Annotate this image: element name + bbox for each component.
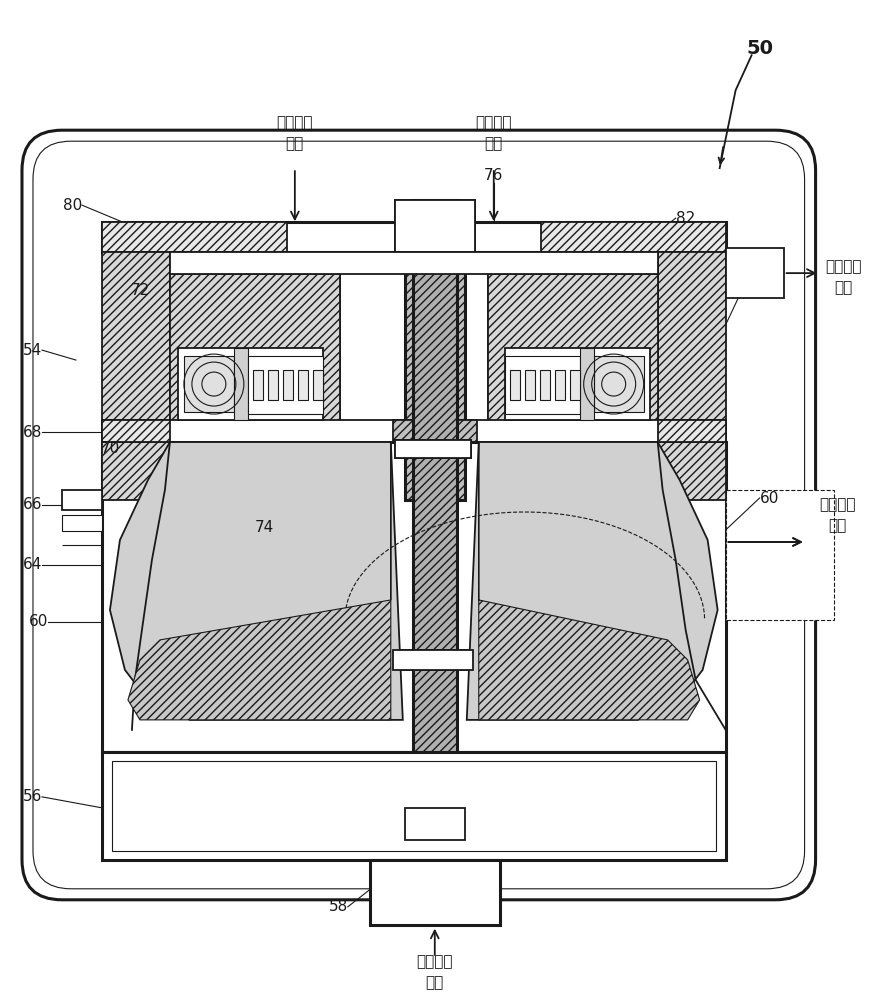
Bar [412, 200, 456, 840]
Text: 50: 50 [746, 39, 773, 58]
Text: 冷却空气
离开: 冷却空气 离开 [825, 259, 861, 295]
Bar [234, 348, 248, 420]
Text: 冷却空气
进入: 冷却空气 进入 [475, 115, 512, 151]
Bar [177, 348, 322, 420]
Bar [268, 370, 277, 400]
Bar [253, 370, 262, 400]
Bar [102, 420, 725, 442]
Text: 58: 58 [328, 899, 348, 914]
Text: 74: 74 [255, 520, 274, 535]
Bar [369, 860, 499, 925]
Bar [62, 490, 102, 510]
Polygon shape [467, 442, 717, 720]
Bar [488, 274, 657, 430]
Text: 工作空气
进入: 工作空气 进入 [416, 954, 453, 990]
Bar [169, 274, 340, 430]
Text: 80: 80 [63, 198, 82, 213]
Bar [524, 370, 534, 400]
Bar [541, 222, 725, 252]
Text: 70: 70 [101, 441, 120, 456]
Bar [62, 515, 102, 531]
Bar [725, 490, 833, 620]
Polygon shape [128, 442, 390, 720]
Text: 54: 54 [23, 343, 42, 358]
Bar [404, 252, 464, 500]
Bar [169, 252, 240, 274]
Bar [102, 222, 725, 252]
Bar [392, 420, 476, 442]
Bar [102, 752, 725, 860]
Text: 76: 76 [483, 168, 503, 183]
Text: 72: 72 [130, 283, 149, 298]
Bar [404, 808, 464, 840]
Bar [102, 222, 287, 252]
Bar [392, 650, 472, 670]
Bar [395, 200, 474, 252]
Bar [509, 370, 519, 400]
Bar [395, 200, 474, 252]
Bar [112, 761, 715, 851]
Text: 60: 60 [29, 614, 48, 629]
Text: 56: 56 [23, 789, 42, 804]
Bar [169, 274, 340, 430]
Bar [504, 348, 649, 420]
FancyBboxPatch shape [22, 130, 814, 900]
Bar [404, 808, 464, 840]
Polygon shape [478, 442, 699, 720]
Bar [313, 370, 322, 400]
Bar [282, 370, 293, 400]
Bar [102, 252, 169, 500]
Bar [554, 370, 564, 400]
Bar [169, 252, 657, 274]
Text: 82: 82 [675, 211, 694, 226]
Bar [725, 248, 783, 298]
Text: 工作空气
离开: 工作空气 离开 [819, 497, 855, 533]
Bar [183, 356, 234, 412]
Bar [102, 420, 169, 442]
Bar [569, 370, 579, 400]
Bar [297, 370, 308, 400]
Bar [593, 356, 643, 412]
Text: 60: 60 [759, 491, 778, 506]
Bar [657, 420, 725, 442]
Text: 64: 64 [23, 557, 42, 572]
Polygon shape [109, 442, 402, 720]
Bar [579, 348, 593, 420]
Bar [488, 274, 657, 430]
Bar [392, 650, 472, 670]
Text: 68: 68 [23, 425, 42, 440]
Text: 52: 52 [746, 271, 766, 286]
Bar [657, 252, 725, 500]
Bar [248, 356, 322, 414]
Bar [395, 440, 470, 458]
Bar [395, 440, 470, 458]
Text: 冷却空气
进入: 冷却空气 进入 [276, 115, 313, 151]
Bar [539, 370, 549, 400]
Bar [504, 356, 579, 414]
Bar [587, 252, 657, 274]
Bar [102, 442, 725, 752]
Text: 66: 66 [23, 497, 42, 512]
